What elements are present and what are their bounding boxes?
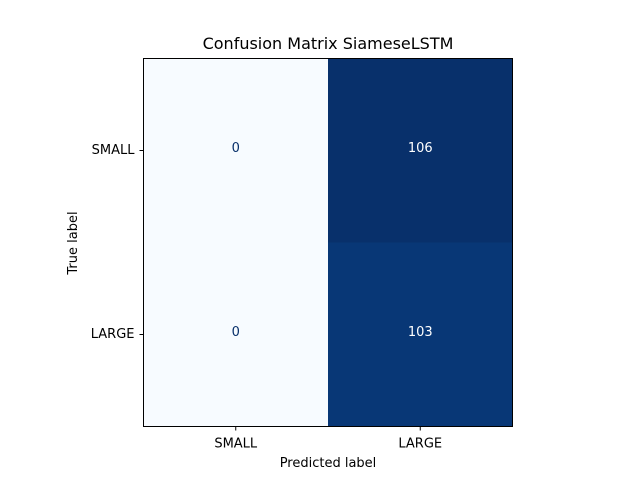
cell-value-label: 106 <box>408 141 433 156</box>
y-tick-label: SMALL <box>92 143 136 158</box>
cell-value-label: 0 <box>232 141 240 156</box>
cell-value-label: 0 <box>232 325 240 340</box>
plot-frame <box>143 58 513 427</box>
y-tick-label: LARGE <box>91 327 135 342</box>
x-tick-label: LARGE <box>398 437 442 452</box>
heatmap-cell <box>143 242 328 427</box>
heatmap-cell <box>328 242 513 427</box>
x-tick-label: SMALL <box>214 437 258 452</box>
x-axis-ticks: SMALL LARGE <box>214 426 442 452</box>
y-axis-label: True label <box>66 211 81 275</box>
cell-value-labels: 0 106 0 103 <box>232 141 433 340</box>
heatmap-cells <box>143 58 513 427</box>
y-axis-ticks: SMALL LARGE <box>91 143 144 342</box>
heatmap-cell <box>143 58 328 243</box>
cell-value-label: 103 <box>408 325 433 340</box>
chart-title: Confusion Matrix SiameseLSTM <box>203 34 454 53</box>
x-axis-label: Predicted label <box>280 456 377 471</box>
heatmap-cell <box>328 58 513 243</box>
